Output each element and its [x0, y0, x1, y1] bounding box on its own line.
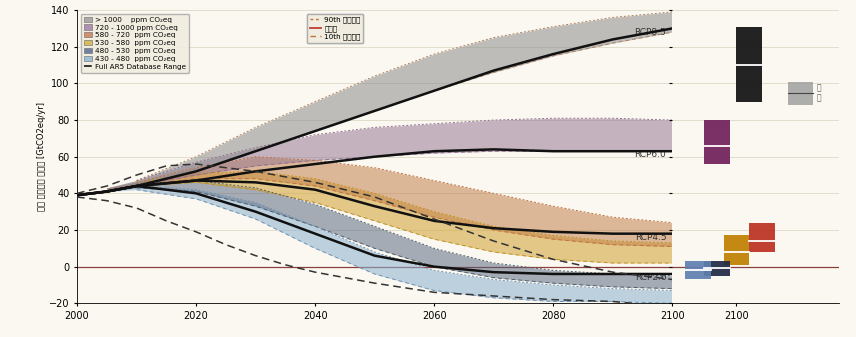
Y-axis label: 연간 온실가스 배출량 [GtCO2eq/yr]: 연간 온실가스 배출량 [GtCO2eq/yr]: [37, 102, 46, 211]
Bar: [788, 82, 813, 105]
Bar: [704, 120, 730, 164]
Text: RCP6.0: RCP6.0: [634, 150, 666, 159]
Bar: [704, 261, 730, 276]
Bar: [736, 27, 762, 102]
Text: RCP4.5: RCP4.5: [634, 233, 666, 242]
Text: 년
도: 년 도: [817, 83, 821, 102]
Text: RCP2.6: RCP2.6: [634, 273, 666, 282]
Bar: [723, 236, 749, 265]
Text: RCP8.5: RCP8.5: [634, 28, 666, 37]
Bar: [749, 223, 775, 252]
Legend: 90th 백분위수, 중간값, 10th 백분위수: 90th 백분위수, 중간값, 10th 백분위수: [306, 14, 364, 43]
Bar: [685, 261, 710, 279]
